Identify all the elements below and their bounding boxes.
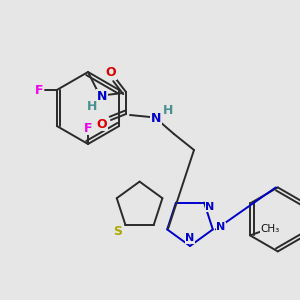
Text: N: N <box>97 89 107 103</box>
Text: F: F <box>34 83 43 97</box>
Text: N: N <box>185 233 195 243</box>
Text: H: H <box>163 103 173 116</box>
Text: O: O <box>97 118 107 130</box>
Text: F: F <box>84 122 92 134</box>
Text: N: N <box>151 112 161 124</box>
Text: CH₃: CH₃ <box>260 224 280 234</box>
Text: N: N <box>216 222 226 233</box>
Text: H: H <box>87 100 97 112</box>
Text: O: O <box>106 67 116 80</box>
Text: N: N <box>206 202 215 212</box>
Text: S: S <box>113 224 122 238</box>
